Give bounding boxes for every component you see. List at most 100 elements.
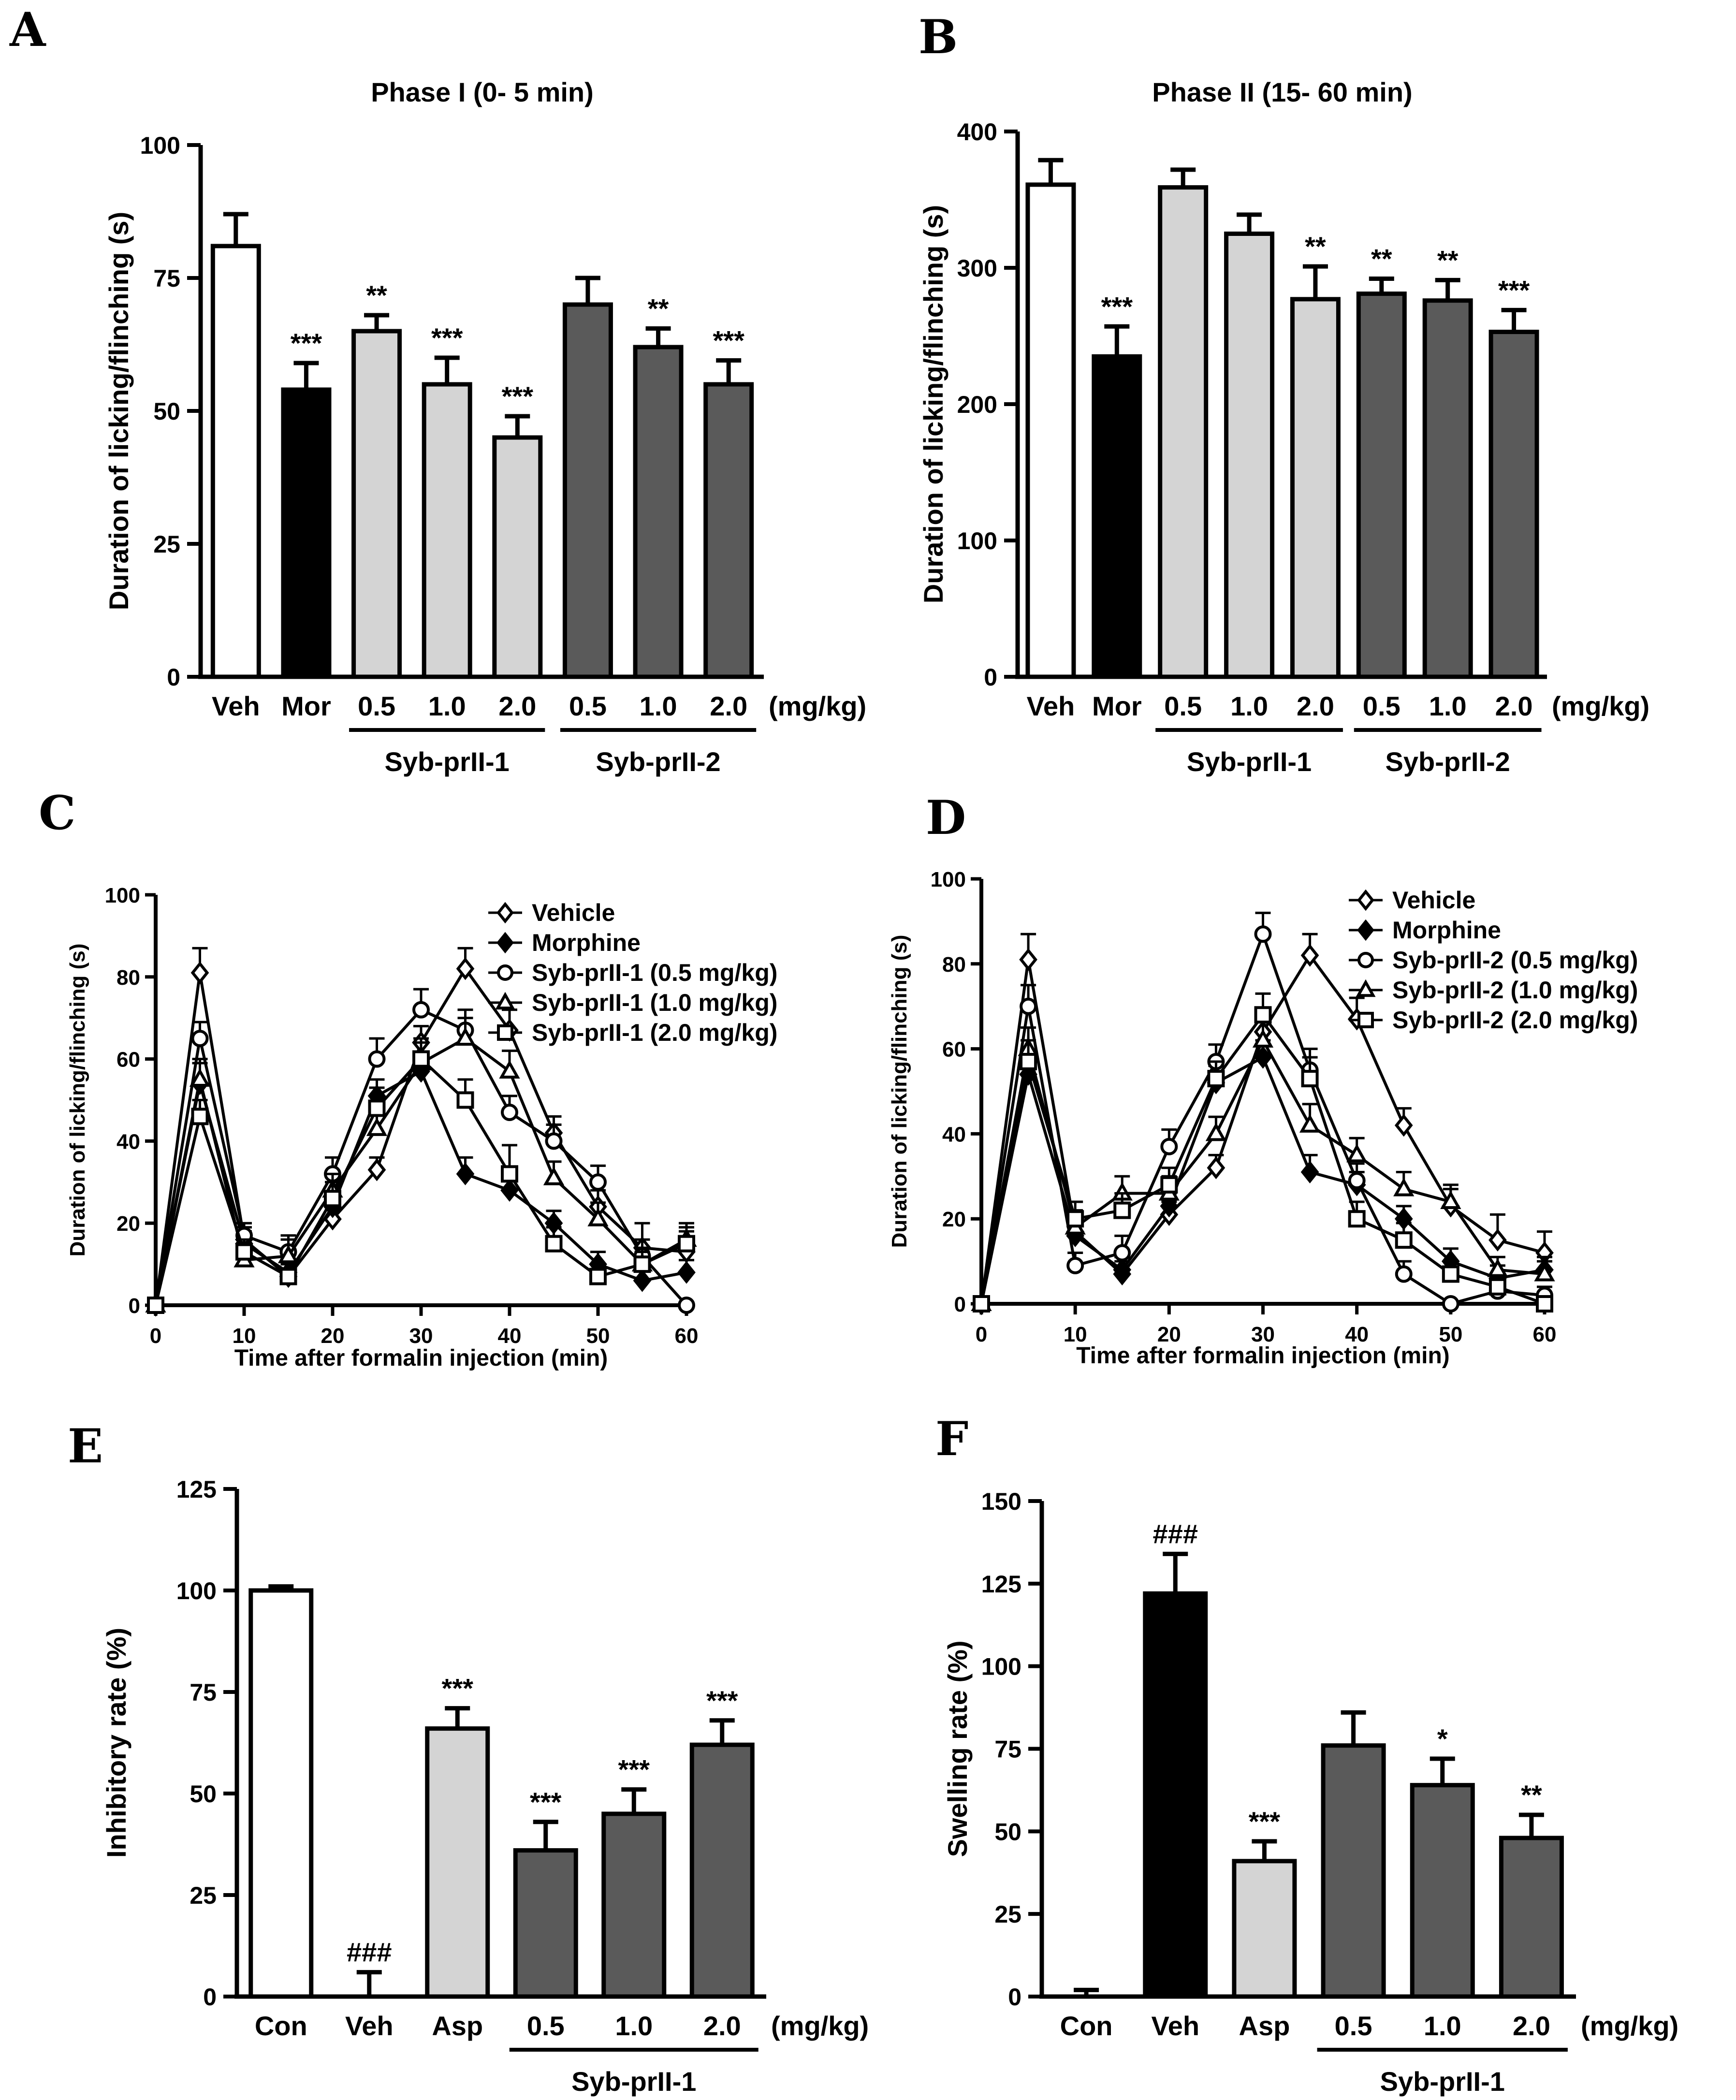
data-point: [543, 1167, 565, 1185]
data-point: [495, 992, 515, 1010]
x-tick-label: 20: [1157, 1323, 1181, 1346]
y-tick-label: 50: [994, 1818, 1021, 1845]
data-point: [1348, 1210, 1366, 1228]
data-point: [191, 1108, 209, 1125]
data-point: [1534, 1263, 1555, 1282]
y-tick-label: 60: [942, 1038, 966, 1062]
x-tick-label: 60: [675, 1324, 699, 1348]
data-point: [1160, 1195, 1179, 1218]
data-point: [1254, 1046, 1272, 1069]
x-category-label: Veh: [1027, 691, 1075, 721]
data-point: [1394, 1114, 1413, 1137]
data-point: [1488, 1228, 1507, 1252]
y-tick-label: 100: [140, 132, 180, 159]
data-point: [1207, 1070, 1225, 1088]
unit-label: (mg/kg): [769, 691, 866, 721]
y-tick-label: 125: [981, 1571, 1021, 1598]
significance-mark: ***: [1249, 1806, 1281, 1837]
bar: [633, 345, 684, 679]
y-axis-label: Duration of licking/flinching (s): [918, 205, 948, 603]
bar: [425, 1726, 490, 1999]
data-point: [1020, 1052, 1037, 1070]
x-category-label: 0.5: [358, 691, 395, 721]
panel-letter: E: [68, 1419, 103, 1473]
data-point: [1442, 1265, 1459, 1283]
y-axis-label: Duration of licking/flinching (s): [103, 212, 134, 610]
y-tick-label: 0: [954, 1293, 966, 1316]
x-category-label: 0.5: [527, 2011, 565, 2041]
data-point: [279, 1268, 297, 1285]
data-point: [1300, 944, 1319, 967]
y-tick-label: 40: [117, 1130, 140, 1153]
data-point: [1301, 1070, 1319, 1088]
y-tick-label: 75: [994, 1736, 1021, 1763]
y-tick-label: 0: [984, 664, 997, 691]
significance-mark: ***: [431, 322, 463, 353]
data-point: [973, 1295, 990, 1312]
data-point: [1357, 952, 1374, 968]
significance-mark: ###: [347, 1937, 392, 1968]
bar: [1224, 232, 1275, 679]
x-category-label: 0.5: [1335, 2011, 1372, 2041]
bar: [1410, 1783, 1475, 1999]
panel-d-line-chart: D Duration of licking/flinching (s) Time a…: [888, 790, 1638, 1369]
significance-mark: **: [1437, 245, 1459, 275]
data-point: [1066, 1256, 1084, 1274]
data-point: [497, 1024, 513, 1041]
data-point: [1440, 1190, 1461, 1210]
y-tick-label: 0: [129, 1294, 140, 1318]
panel-e-bar-chart: E Inhibitory rate (%) 0 25 50 75 100 125 Con ### V…: [68, 1419, 869, 2097]
unit-label: (mg/kg): [771, 2011, 869, 2041]
data-point: [1395, 1265, 1413, 1283]
bar: [703, 382, 754, 679]
data-point: [1252, 1029, 1274, 1048]
x-category-label: Mor: [281, 691, 331, 721]
significance-mark: ***: [1101, 291, 1133, 321]
data-point: [633, 1269, 652, 1292]
series-5: [147, 1037, 695, 1314]
data-point: [500, 1179, 519, 1202]
data-point: [1356, 979, 1376, 997]
data-point: [501, 1103, 518, 1121]
significance-mark: **: [1521, 1779, 1542, 1810]
data-point: [1019, 948, 1037, 971]
y-axis-label: Duration of licking/flinching (s): [66, 944, 89, 1257]
group-label: Syb-prII-1: [385, 746, 510, 777]
x-category-label: 2.0: [710, 691, 747, 721]
x-category-label: 2.0: [1297, 691, 1334, 721]
y-tick-label: 150: [981, 1488, 1021, 1515]
bar: [689, 1742, 755, 1999]
panel-letter: C: [39, 786, 75, 840]
bar: [492, 435, 543, 679]
data-point: [368, 1099, 386, 1117]
x-tick-label: 50: [586, 1324, 610, 1348]
bar: [513, 1848, 578, 1999]
y-axis-label: Duration of licking/flinching (s): [888, 935, 911, 1248]
bar: [1356, 292, 1407, 679]
y-tick-label: 25: [994, 1901, 1021, 1928]
legend-label: Morphine: [1392, 917, 1501, 944]
data-point: [677, 1261, 696, 1284]
data-point: [1536, 1295, 1553, 1312]
x-category-label: Mor: [1092, 691, 1142, 721]
data-point: [1020, 997, 1037, 1015]
chart-title: Phase II (15- 60 min): [1152, 77, 1412, 107]
significance-mark: ***: [618, 1754, 650, 1785]
x-category-label: 2.0: [1513, 2011, 1550, 2041]
y-tick-label: 80: [117, 966, 140, 990]
legend-label: Syb-prII-2 (0.5 mg/kg): [1392, 947, 1638, 974]
x-tick-label: 40: [1345, 1323, 1369, 1346]
data-point: [1113, 1244, 1131, 1262]
x-category-label: 1.0: [428, 691, 466, 721]
x-tick-label: 10: [1064, 1323, 1087, 1346]
x-tick-label: 40: [498, 1324, 522, 1348]
data-point: [1300, 1160, 1319, 1184]
data-point: [497, 964, 513, 981]
group-label: Syb-prII-1: [571, 2066, 696, 2097]
bar: [1422, 298, 1473, 679]
data-point: [545, 1132, 563, 1150]
data-point: [1113, 1258, 1132, 1282]
data-point: [587, 1208, 609, 1226]
legend-label: Morphine: [532, 929, 641, 956]
